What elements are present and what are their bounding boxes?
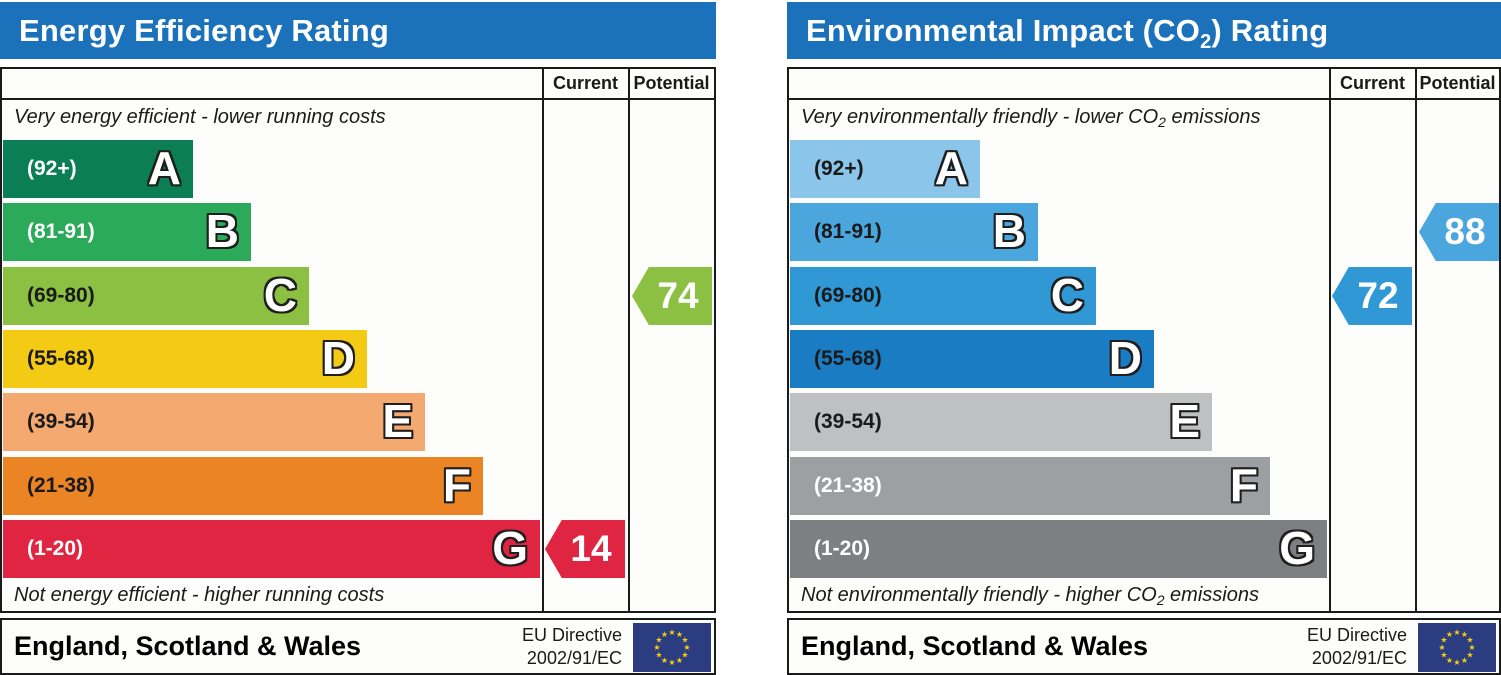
environmental-band-E: (39-54) E [790,393,1212,451]
svg-text:★: ★ [1466,651,1473,660]
svg-text:★: ★ [1466,636,1473,645]
energy-potential-column-divider [628,67,630,613]
energy-title: Energy Efficiency Rating [19,13,390,48]
environmental-band-G-letter: G [1279,522,1315,574]
environmental-band-A-letter: A [934,142,968,194]
energy-band-E: (39-54) E [3,393,425,451]
energy-header-bar: Energy Efficiency Rating [0,2,716,59]
panel-energy-efficiency: Energy Efficiency Rating Current Potenti… [0,0,716,675]
energy-band-G: (1-20) G [3,520,540,578]
environmental-potential-score-arrow: 88 [1419,203,1499,261]
svg-text:★: ★ [1446,630,1453,639]
energy-bottom-caption: Not energy efficient - higher running co… [14,584,385,606]
energy-band-E-range-label: (39-54) [27,410,95,433]
panel-environmental-impact: Environmental Impact (CO2) Rating Curren… [787,0,1501,675]
svg-text:★: ★ [661,630,668,639]
energy-band-F-letter: F [442,459,471,511]
environmental-band-F-letter: F [1229,459,1258,511]
energy-band-G-range-label: (1-20) [27,537,84,560]
environmental-band-D-range-label: (55-68) [814,347,882,370]
energy-current-score-arrow: 14 [545,520,625,578]
svg-text:★: ★ [655,651,662,660]
environmental-header-bar: Environmental Impact (CO2) Rating [787,2,1501,59]
svg-text:★: ★ [683,643,690,652]
energy-band-A-range-label: (92+) [27,157,77,180]
energy-band-G-letter: G [492,522,528,574]
energy-band-E-letter: E [382,395,413,447]
energy-potential-score-arrow: 74 [632,267,712,325]
energy-band-D-letter: D [321,332,355,384]
svg-text:★: ★ [681,636,688,645]
eu-flag-icon: ★ ★★ ★★★ ★★★ ★★★ [633,623,711,672]
energy-top-caption: Very energy efficient - lower running co… [14,106,386,128]
environmental-band-D: (55-68) D [790,330,1154,388]
energy-band-A: (92+) A [3,140,193,198]
environmental-current-column-divider [1329,67,1331,613]
energy-current-column-header: Current [552,73,618,93]
svg-text:★: ★ [668,658,675,667]
svg-text:★: ★ [1453,628,1460,637]
svg-text:★: ★ [661,656,668,665]
environmental-band-B-range-label: (81-91) [814,220,882,243]
environmental-header-row-divider [787,98,1501,100]
environmental-title: Environmental Impact (CO2) Rating [806,13,1329,53]
environmental-band-G: (1-20) G [790,520,1327,578]
environmental-band-B: (81-91) B [790,203,1038,261]
svg-text:★: ★ [1440,636,1447,645]
environmental-band-G-range-label: (1-20) [814,537,871,560]
energy-band-C-letter: C [263,269,297,321]
environmental-bottom-caption: Not environmentally friendly - higher CO… [801,584,1259,608]
svg-text:★: ★ [653,643,660,652]
svg-text:★: ★ [1438,643,1445,652]
energy-region-label: England, Scotland & Wales [14,631,362,661]
eu-flag-icon: ★ ★★ ★★★ ★★★ ★★★ [1418,623,1496,672]
energy-band-D-range-label: (55-68) [27,347,95,370]
energy-band-A-letter: A [147,142,181,194]
environmental-top-caption: Very environmentally friendly - lower CO… [801,106,1261,130]
energy-band-F: (21-38) F [3,457,483,515]
energy-band-B: (81-91) B [3,203,251,261]
environmental-current-score-arrow: 72 [1332,267,1412,325]
environmental-band-D-letter: D [1108,332,1142,384]
environmental-band-A: (92+) A [790,140,980,198]
energy-band-C: (69-80) C [3,267,309,325]
environmental-band-E-range-label: (39-54) [814,410,882,433]
environmental-potential-column-header: Potential [1419,73,1496,93]
svg-text:★: ★ [676,630,683,639]
environmental-footer: England, Scotland & Wales EU Directive 2… [787,618,1501,675]
environmental-band-C: (69-80) C [790,267,1096,325]
energy-header-row-divider [0,98,716,100]
environmental-band-C-range-label: (69-80) [814,284,882,307]
energy-band-B-range-label: (81-91) [27,220,95,243]
svg-text:★: ★ [1461,630,1468,639]
environmental-band-B-letter: B [992,205,1026,257]
svg-text:★: ★ [1446,656,1453,665]
environmental-potential-column-divider [1415,67,1417,613]
environmental-band-F-range-label: (21-38) [814,474,882,497]
svg-text:★: ★ [676,656,683,665]
energy-eu-directive-label: EU Directive 2002/91/EC [521,625,622,668]
environmental-eu-directive-label: EU Directive 2002/91/EC [1306,625,1407,668]
energy-potential-column-header: Potential [633,73,710,93]
environmental-band-C-letter: C [1050,269,1084,321]
svg-text:★: ★ [1453,658,1460,667]
energy-band-C-range-label: (69-80) [27,284,95,307]
svg-text:★: ★ [681,651,688,660]
energy-band-D: (55-68) D [3,330,367,388]
svg-text:★: ★ [1468,643,1475,652]
environmental-band-F: (21-38) F [790,457,1270,515]
svg-text:★: ★ [1440,651,1447,660]
environmental-band-E-letter: E [1169,395,1200,447]
energy-band-F-range-label: (21-38) [27,474,95,497]
svg-text:★: ★ [668,628,675,637]
energy-band-B-letter: B [205,205,239,257]
svg-text:★: ★ [1461,656,1468,665]
environmental-band-A-range-label: (92+) [814,157,864,180]
environmental-current-column-header: Current [1339,73,1405,93]
environmental-region-label: England, Scotland & Wales [801,631,1149,661]
svg-text:★: ★ [655,636,662,645]
energy-footer: England, Scotland & Wales EU Directive 2… [0,618,716,675]
energy-current-column-divider [542,67,544,613]
